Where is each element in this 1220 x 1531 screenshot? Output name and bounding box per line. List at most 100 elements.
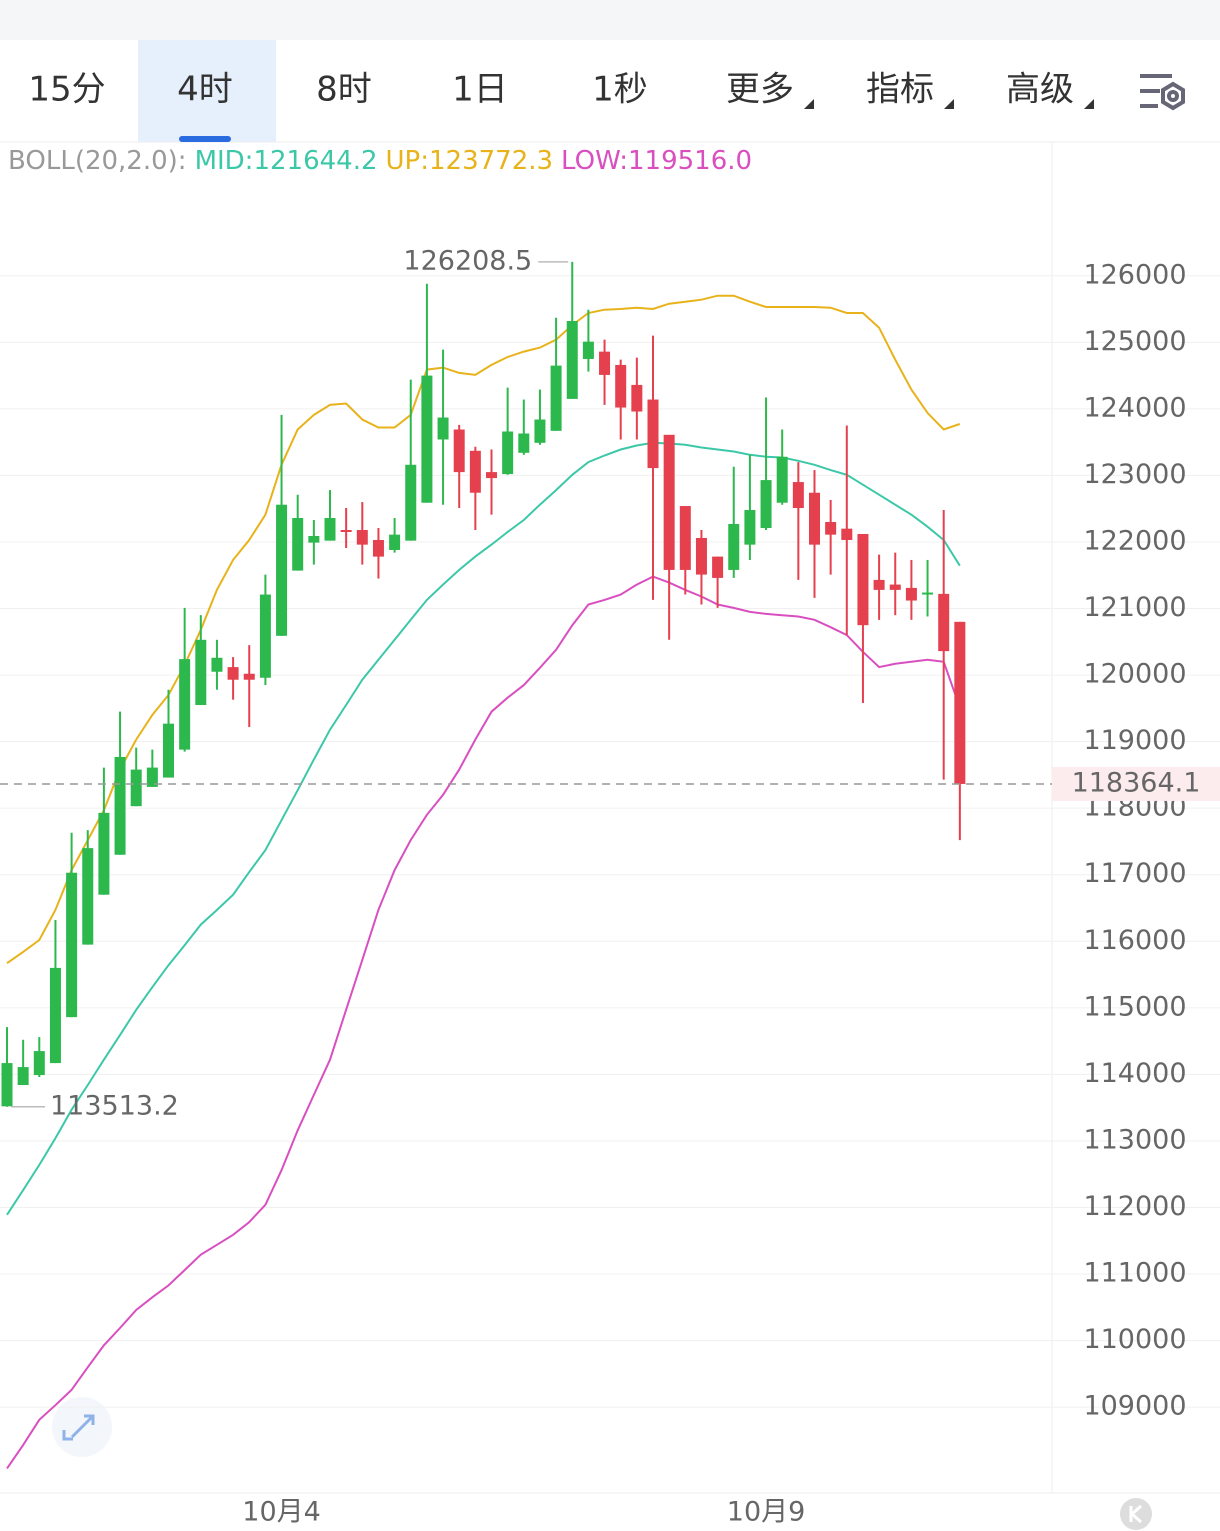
legend-value: 119516.0 (628, 146, 752, 176)
candle-body (582, 341, 594, 359)
candle-body (566, 321, 578, 399)
current-price-label: 118364.1 (1072, 767, 1201, 798)
legend-value: 121644.2 (253, 146, 377, 176)
candle-body (33, 1051, 45, 1076)
candle-body (17, 1067, 29, 1086)
y-tick-label: 117000 (1083, 858, 1186, 889)
status-strip (0, 0, 1220, 40)
candle-body (550, 365, 562, 431)
x-tick-label: 10月4 (242, 1497, 321, 1528)
candle-body (631, 384, 643, 412)
candle-body (356, 529, 368, 545)
tab[interactable]: 高级 (1006, 70, 1074, 110)
y-tick-label: 116000 (1083, 925, 1186, 956)
y-tick-label: 115000 (1083, 991, 1186, 1022)
candle-body (922, 592, 934, 595)
candle-body (744, 510, 756, 545)
candle-body (695, 537, 707, 575)
candle-body (469, 450, 481, 493)
candle-body (98, 812, 110, 895)
tab[interactable]: 1日 (452, 70, 508, 110)
candle-body (792, 482, 804, 509)
candle-body (292, 518, 304, 571)
y-tick-label: 112000 (1083, 1191, 1186, 1222)
tab[interactable]: 1秒 (592, 70, 648, 110)
tab[interactable]: 指标 (866, 70, 934, 110)
indicator-legend: BOLL(20,2.0): MID:121644.2 UP:123772.3 LOW:… (8, 146, 752, 176)
legend-name: LOW: (561, 146, 628, 176)
indicator-name: BOLL(20,2.0): (8, 146, 187, 176)
candle-body (259, 594, 271, 678)
candle-body (954, 621, 966, 784)
candle-body (809, 492, 820, 545)
candle-body (518, 433, 530, 453)
tab[interactable]: 更多 (726, 70, 794, 110)
candle-body (276, 504, 288, 636)
candle-body (825, 522, 837, 535)
band-line (6, 441, 961, 1216)
candle-body (728, 524, 740, 570)
y-tick-label: 113000 (1083, 1124, 1186, 1155)
candle-body (195, 639, 207, 706)
candle-body (679, 506, 691, 570)
candle-body (615, 364, 627, 408)
band-line (6, 294, 961, 965)
candle-body (647, 399, 659, 469)
y-tick-label: 114000 (1083, 1058, 1186, 1089)
candle-body (372, 539, 384, 557)
candle-body (502, 431, 514, 475)
candle-body (130, 769, 142, 807)
candle-body (663, 434, 675, 570)
current-price-bg (1052, 766, 1220, 801)
y-tick-label: 110000 (1083, 1324, 1186, 1355)
candle-body (421, 375, 433, 503)
y-tick-label: 126000 (1083, 259, 1186, 290)
k-icon[interactable] (1120, 1498, 1152, 1530)
active-tab-bg (138, 40, 276, 142)
candle-body (243, 673, 255, 680)
dropdown-caret (944, 99, 954, 109)
candle-body (227, 667, 239, 680)
dropdown-caret (1084, 99, 1094, 109)
candle-body (1, 1063, 13, 1107)
active-tab-indicator (179, 136, 231, 142)
candle-body (49, 967, 61, 1064)
candle-body (857, 533, 869, 626)
candle-body (873, 579, 885, 590)
candle-body (389, 534, 401, 550)
candle-body (776, 456, 788, 503)
candle-body (211, 657, 223, 672)
y-tick-label: 111000 (1083, 1258, 1186, 1289)
candle-body (340, 529, 352, 532)
dropdown-caret (804, 99, 814, 109)
y-tick-label: 123000 (1083, 459, 1186, 490)
expand-icon[interactable] (52, 1397, 112, 1457)
candle-body (889, 584, 901, 590)
low-label: 113513.2 (50, 1090, 179, 1121)
candle-body (437, 417, 449, 440)
candle-body (599, 351, 611, 375)
y-tick-label: 121000 (1083, 592, 1186, 623)
y-tick-label: 120000 (1083, 659, 1186, 690)
candle-body (66, 872, 78, 1018)
tab[interactable]: 8时 (316, 70, 372, 110)
candle-body (938, 593, 950, 652)
candle-body (905, 587, 917, 601)
candle-body (308, 535, 320, 543)
candle-body (760, 480, 772, 528)
x-tick-label: 10月9 (727, 1497, 806, 1528)
candle-body (179, 659, 191, 750)
y-tick-label: 119000 (1083, 725, 1186, 756)
candle-body (82, 848, 94, 945)
tab[interactable]: 15分 (28, 70, 105, 110)
candle-body (405, 464, 417, 541)
y-tick-label: 122000 (1083, 525, 1186, 556)
candle-body (324, 518, 336, 541)
settings-icon[interactable] (1140, 74, 1185, 111)
tab[interactable]: 4时 (177, 70, 233, 110)
candle-body (841, 528, 853, 540)
y-tick-label: 124000 (1083, 392, 1186, 423)
legend-value: 123772.3 (429, 146, 553, 176)
